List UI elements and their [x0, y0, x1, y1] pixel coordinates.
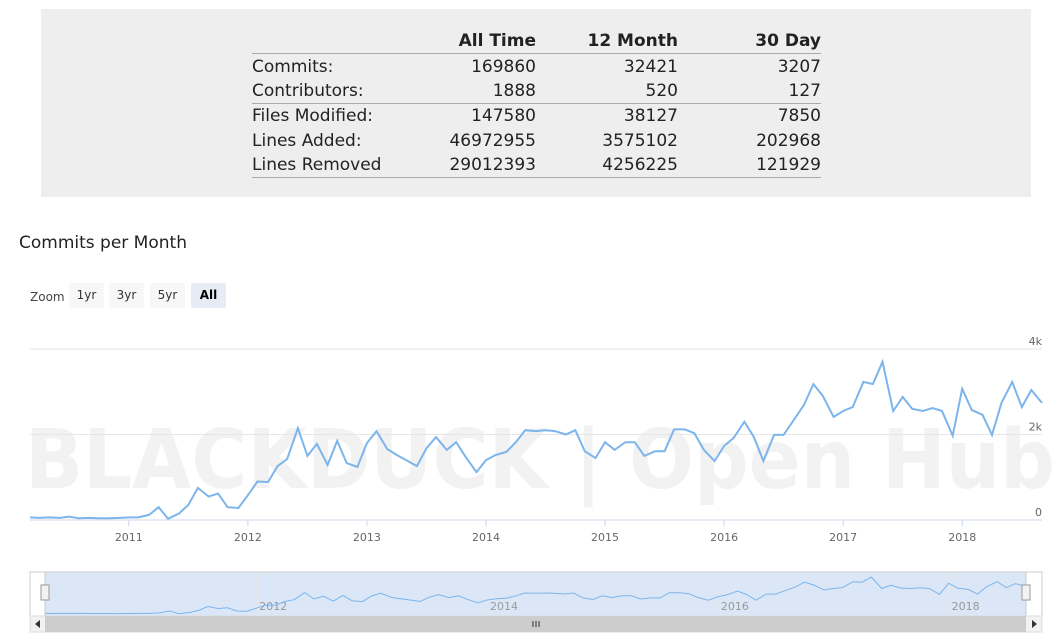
chart-title: Commits per Month — [19, 233, 187, 253]
y-tick-label: 2k — [1029, 421, 1043, 434]
cell: 38127 — [623, 106, 678, 127]
column-header: All Time — [395, 29, 536, 55]
x-tick-label: 2013 — [353, 531, 381, 544]
zoom-button-label[interactable]: 5yr — [158, 288, 178, 302]
cell: 169860 — [471, 56, 536, 77]
row-label: Files Modified: — [252, 106, 373, 127]
stats-row: Lines Added: 46972955 3575102 202968 — [252, 129, 821, 153]
cell: 4256225 — [536, 152, 678, 179]
y-tick-label: 4k — [1029, 335, 1043, 348]
zoom-button-label[interactable]: 1yr — [77, 288, 97, 302]
cell: 202968 — [756, 130, 821, 151]
column-header: 30 Day — [678, 29, 821, 55]
stats-row: Lines Removed 29012393 4256225 121929 — [252, 152, 821, 179]
stats-row: Files Modified: 147580 38127 7850 — [252, 104, 821, 129]
x-tick-label: 2015 — [591, 531, 619, 544]
stats-row: Contributors: 1888 520 127 — [252, 78, 821, 105]
zoom-button-label[interactable]: 3yr — [117, 288, 137, 302]
cell: 1888 — [395, 78, 536, 105]
cell: 46972955 — [449, 130, 536, 151]
navigator-tick-label: 2014 — [490, 600, 518, 613]
stats-panel: All Time 12 Month 30 Day Commits: 169860 3242… — [41, 9, 1031, 197]
navigator-handle[interactable] — [1021, 584, 1031, 601]
navigator-tick-label: 2018 — [952, 600, 980, 613]
cell: 7850 — [777, 106, 821, 127]
navigator-tick-label: 2016 — [721, 600, 749, 613]
cell: 3207 — [777, 56, 821, 77]
cell: 147580 — [471, 106, 536, 127]
cell: 29012393 — [395, 152, 536, 179]
x-tick-label: 2017 — [829, 531, 857, 544]
x-tick-label: 2012 — [234, 531, 262, 544]
watermark: BLACKDUCK | Open Hub — [25, 413, 1055, 509]
x-tick-label: 2018 — [948, 531, 976, 544]
scrollbar-arrow-left[interactable] — [35, 620, 40, 628]
scrollbar-grip — [532, 621, 540, 627]
x-tick-label: 2016 — [710, 531, 738, 544]
zoom-label: Zoom — [30, 290, 65, 304]
cell: 3575102 — [602, 130, 678, 151]
navigator-handle[interactable] — [40, 584, 50, 601]
cell: 121929 — [678, 152, 821, 179]
zoom-button-label[interactable]: All — [200, 288, 218, 302]
scrollbar-arrow-right[interactable] — [1032, 620, 1037, 628]
zoom-button[interactable] — [191, 283, 226, 308]
column-header: 12 Month — [536, 29, 678, 55]
stats-row: Commits: 169860 32421 3207 — [252, 54, 821, 79]
row-label: Contributors: — [252, 78, 395, 105]
row-label: Lines Removed — [252, 152, 395, 179]
x-tick-label: 2014 — [472, 531, 500, 544]
zoom-button[interactable] — [69, 283, 104, 308]
cell: 520 — [536, 78, 678, 105]
row-label: Lines Added: — [252, 130, 362, 151]
zoom-button[interactable] — [150, 283, 185, 308]
row-label: Commits: — [252, 56, 334, 77]
cell: 127 — [678, 78, 821, 105]
header-spacer — [252, 29, 395, 55]
navigator-line — [44, 576, 1027, 615]
y-tick-label: 0 — [1035, 506, 1042, 519]
navigator-selection — [44, 571, 1027, 617]
line — [29, 358, 1043, 520]
x-tick-label: 2011 — [115, 531, 143, 544]
zoom-button[interactable] — [109, 283, 144, 308]
cell: 32421 — [623, 56, 678, 77]
stats-table: All Time 12 Month 30 Day Commits: 169860 3242… — [252, 29, 821, 179]
